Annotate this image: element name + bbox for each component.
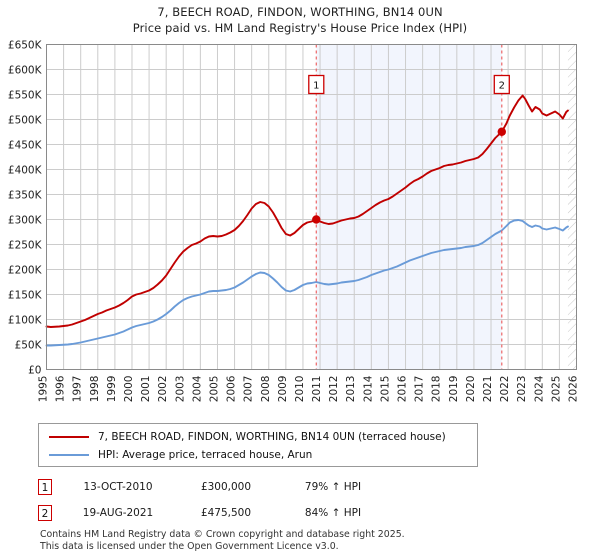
- svg-text:2012: 2012: [328, 376, 340, 403]
- legend-swatch-property: [49, 436, 89, 438]
- svg-text:£300K: £300K: [8, 214, 43, 226]
- svg-text:2009: 2009: [277, 376, 289, 403]
- svg-text:£250K: £250K: [8, 239, 43, 251]
- svg-text:1997: 1997: [72, 376, 84, 403]
- svg-text:2023: 2023: [516, 376, 528, 403]
- transaction-badge-1: 1: [38, 479, 52, 495]
- transaction-hpi-2: 84% ↑ HPI: [304, 507, 362, 519]
- svg-text:2020: 2020: [465, 376, 477, 403]
- svg-text:£0: £0: [28, 364, 41, 376]
- transaction-date-2: 19-AUG-2021: [82, 507, 154, 519]
- series-lines: [45, 94, 569, 347]
- svg-text:1995: 1995: [38, 376, 50, 403]
- svg-text:£450K: £450K: [8, 139, 43, 151]
- svg-text:2: 2: [499, 81, 505, 92]
- transaction-dots: [312, 127, 506, 224]
- page-title-line1: 7, BEECH ROAD, FINDON, WORTHING, BN14 0U…: [157, 5, 443, 19]
- footer-line-1: Contains HM Land Registry data © Crown c…: [40, 529, 405, 540]
- svg-text:£50K: £50K: [15, 339, 43, 351]
- footer-attribution: Contains HM Land Registry data © Crown c…: [40, 529, 580, 552]
- svg-text:2007: 2007: [243, 376, 255, 403]
- legend-item-hpi: HPI: Average price, terraced house, Arun: [45, 446, 471, 464]
- svg-text:2000: 2000: [123, 376, 135, 403]
- page-title-line2: Price paid vs. HM Land Registry's House …: [132, 21, 468, 35]
- svg-text:1: 1: [313, 81, 319, 92]
- svg-text:£100K: £100K: [8, 314, 43, 326]
- svg-text:2011: 2011: [311, 376, 323, 403]
- svg-text:2005: 2005: [209, 376, 221, 403]
- svg-text:2010: 2010: [294, 376, 306, 403]
- svg-text:2021: 2021: [482, 376, 494, 403]
- table-row[interactable]: 2 19-AUG-2021 £475,500 84% ↑ HPI: [38, 500, 458, 526]
- highlight-band: [316, 44, 502, 370]
- footer-line-2: This data is licensed under the Open Gov…: [40, 540, 339, 552]
- svg-text:1998: 1998: [89, 376, 101, 403]
- svg-text:£400K: £400K: [8, 164, 43, 176]
- svg-text:2015: 2015: [379, 376, 391, 403]
- svg-text:2022: 2022: [499, 376, 511, 403]
- svg-text:2016: 2016: [397, 375, 409, 402]
- svg-text:£600K: £600K: [8, 64, 43, 76]
- svg-text:1996: 1996: [55, 375, 67, 402]
- y-axis-tick-labels: £0 £50K £100K £150K £200K £250K £300K £350K £400…: [8, 39, 43, 376]
- svg-text:2026: 2026: [568, 375, 580, 402]
- table-row[interactable]: 1 13-OCT-2010 £300,000 79% ↑ HPI: [38, 474, 458, 500]
- transaction-date-1: 13-OCT-2010: [83, 481, 153, 493]
- svg-text:2019: 2019: [448, 376, 460, 403]
- svg-text:1999: 1999: [106, 376, 118, 403]
- chart-svg: £0 £50K £100K £150K £200K £250K £300K £350K £400…: [8, 39, 580, 402]
- x-axis-tick-labels: 1995 1996 1997 1998 1999 2000 2001 2002 2003 2004…: [38, 375, 580, 402]
- svg-text:2025: 2025: [550, 376, 562, 403]
- svg-text:2018: 2018: [431, 376, 443, 403]
- svg-text:2002: 2002: [157, 376, 169, 403]
- transaction-badge-2: 2: [38, 505, 52, 521]
- transaction-hpi-1: 79% ↑ HPI: [304, 481, 362, 493]
- plot-frame: [46, 44, 577, 370]
- svg-text:£550K: £550K: [8, 89, 43, 101]
- svg-text:£350K: £350K: [8, 189, 43, 201]
- svg-text:2014: 2014: [362, 375, 374, 402]
- svg-text:£500K: £500K: [8, 114, 43, 126]
- svg-text:£650K: £650K: [8, 39, 43, 51]
- chart-legend: 7, BEECH ROAD, FINDON, WORTHING, BN14 0U…: [38, 423, 478, 467]
- transaction-marker-lines: [315, 44, 503, 370]
- legend-label-property: 7, BEECH ROAD, FINDON, WORTHING, BN14 0U…: [98, 431, 446, 443]
- transaction-price-1: £300,000: [200, 481, 252, 493]
- svg-text:2006: 2006: [226, 375, 238, 402]
- svg-text:£200K: £200K: [8, 264, 43, 276]
- legend-item-property: 7, BEECH ROAD, FINDON, WORTHING, BN14 0U…: [45, 428, 471, 446]
- svg-text:2013: 2013: [345, 376, 357, 403]
- price-chart: £0 £50K £100K £150K £200K £250K £300K £350K £400…: [8, 39, 580, 402]
- svg-text:£150K: £150K: [8, 289, 43, 301]
- legend-label-hpi: HPI: Average price, terraced house, Arun: [98, 449, 313, 461]
- svg-text:2004: 2004: [191, 375, 203, 402]
- svg-text:2008: 2008: [260, 376, 272, 403]
- no-data-band: [567, 44, 577, 370]
- transaction-price-2: £475,500: [200, 507, 252, 519]
- transactions-table: 1 13-OCT-2010 £300,000 79% ↑ HPI 2 19-AU…: [38, 474, 458, 526]
- svg-text:2003: 2003: [174, 376, 186, 403]
- legend-swatch-hpi: [49, 454, 89, 456]
- svg-text:2001: 2001: [140, 376, 152, 403]
- svg-text:2017: 2017: [414, 376, 426, 403]
- svg-text:2024: 2024: [533, 375, 545, 402]
